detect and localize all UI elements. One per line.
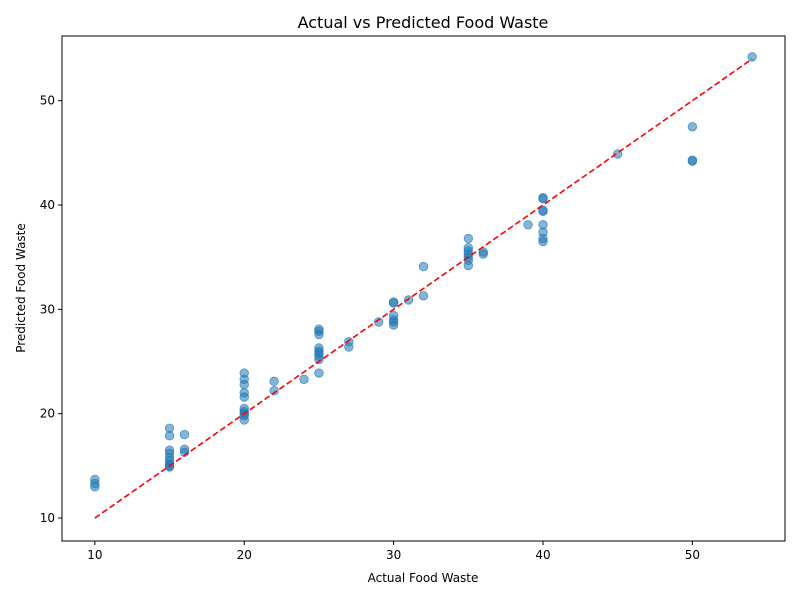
y-tick-label: 20: [40, 407, 55, 421]
data-point: [687, 155, 698, 165]
y-tick-label: 40: [40, 198, 55, 212]
data-point: [403, 295, 414, 305]
data-point: [90, 474, 100, 485]
data-point: [747, 52, 757, 62]
data-point: [164, 445, 175, 455]
data-point: [239, 388, 249, 398]
x-axis-label: Actual Food Waste: [368, 571, 479, 585]
data-point: [388, 310, 399, 321]
data-point: [538, 193, 548, 203]
data-point: [164, 423, 175, 434]
data-point: [314, 368, 324, 378]
y-tick-label: 10: [40, 511, 55, 525]
data-point: [388, 297, 399, 307]
x-tick-label: 20: [237, 548, 252, 562]
plot-area: [90, 52, 757, 519]
data-point: [538, 205, 548, 215]
x-axis-ticks: 10 20 30 40 50: [87, 541, 700, 562]
data-point: [269, 386, 279, 396]
x-tick-label: 10: [87, 548, 102, 562]
x-tick-label: 40: [535, 548, 550, 562]
data-point: [269, 376, 279, 387]
data-point: [687, 122, 698, 132]
y-axis-ticks: 10 20 30 40 50: [40, 94, 62, 525]
x-tick-label: 50: [685, 548, 700, 562]
data-point: [314, 324, 324, 334]
y-axis-label: Predicted Food Waste: [14, 223, 28, 353]
x-tick-label: 30: [386, 548, 401, 562]
data-point: [538, 220, 548, 230]
data-point: [179, 444, 190, 454]
data-point: [523, 220, 533, 230]
data-point: [418, 291, 429, 301]
y-tick-label: 30: [40, 302, 55, 316]
data-point: [418, 261, 429, 272]
data-point: [179, 429, 190, 440]
data-point: [344, 337, 354, 347]
data-point: [299, 374, 309, 384]
y-tick-label: 50: [40, 94, 55, 108]
reference-line: [94, 58, 753, 519]
data-point: [463, 233, 474, 244]
data-point: [373, 317, 384, 327]
data-point: [314, 343, 324, 353]
data-point: [239, 368, 249, 378]
plot-frame: [61, 35, 786, 542]
data-point: [463, 243, 474, 253]
chart-title: Actual vs Predicted Food Waste: [298, 13, 549, 32]
